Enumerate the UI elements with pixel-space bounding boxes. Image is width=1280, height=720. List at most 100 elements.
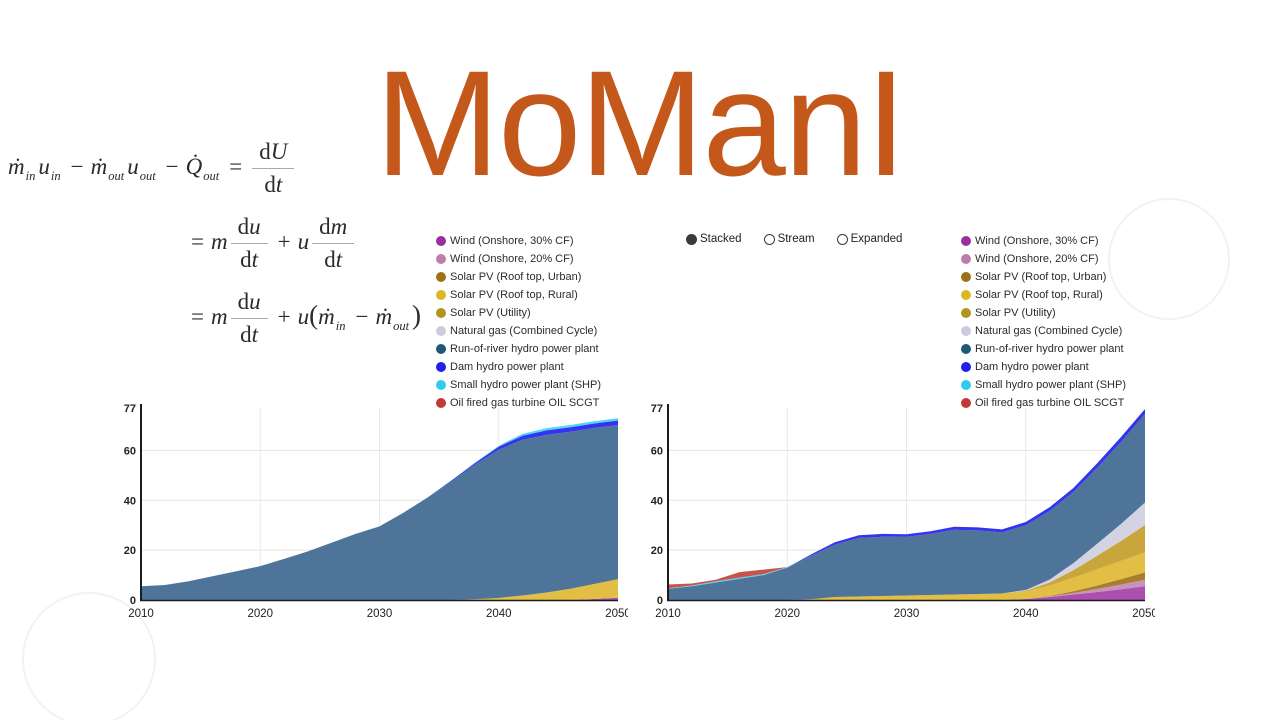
legend-label: Small hydro power plant (SHP) xyxy=(450,379,602,391)
legend-item: Solar PV (Roof top, Urban) xyxy=(961,268,1196,286)
legend-label: Natural gas (Combined Cycle) xyxy=(450,325,598,337)
radio-label: Expanded xyxy=(850,233,903,245)
svg-text:2030: 2030 xyxy=(894,608,920,620)
energy-balance-equations: ṁin uin − ṁout uout − Q̇out = dU dt = m du dt + u dm dt … xyxy=(8,138,421,363)
svg-text:0: 0 xyxy=(130,595,136,607)
decorative-circle xyxy=(22,592,156,720)
equation-line-3: = m du dt + u(ṁin − ṁout) xyxy=(191,288,422,349)
radio-option-stream[interactable]: Stream xyxy=(763,233,815,245)
chart-legend-right: Wind (Onshore, 30% CF) Wind (Onshore, 20%… xyxy=(961,232,1196,412)
legend-label: Dam hydro power plant xyxy=(975,361,1089,373)
chart-legend-left: Wind (Onshore, 30% CF) Wind (Onshore, 20%… xyxy=(436,232,671,412)
svg-text:77: 77 xyxy=(651,403,663,415)
fraction: dU dt xyxy=(252,138,295,199)
svg-text:40: 40 xyxy=(651,495,663,507)
legend-label: Wind (Onshore, 20% CF) xyxy=(975,253,1099,265)
legend-swatch-icon xyxy=(961,326,971,336)
legend-label: Solar PV (Roof top, Rural) xyxy=(450,289,578,301)
legend-label: Solar PV (Roof top, Urban) xyxy=(450,271,582,283)
equation-line-2: = m du dt + u dm dt xyxy=(184,213,421,274)
svg-text:2040: 2040 xyxy=(1013,608,1039,620)
svg-text:2010: 2010 xyxy=(655,608,681,620)
slide-title: MoManI xyxy=(375,39,907,207)
svg-text:2040: 2040 xyxy=(486,608,512,620)
legend-label: Solar PV (Roof top, Urban) xyxy=(975,271,1107,283)
legend-swatch-icon xyxy=(961,272,971,282)
svg-text:2020: 2020 xyxy=(774,608,800,620)
legend-swatch-icon xyxy=(436,254,446,264)
svg-text:2050: 2050 xyxy=(605,608,628,620)
radio-option-expanded[interactable]: Expanded xyxy=(836,233,903,245)
legend-swatch-icon xyxy=(961,308,971,318)
chart-mode-options: Stacked Stream Expanded xyxy=(686,233,902,245)
legend-item: Dam hydro power plant xyxy=(961,358,1196,376)
legend-swatch-icon xyxy=(961,290,971,300)
fraction: dm dt xyxy=(312,213,355,274)
legend-swatch-icon xyxy=(436,326,446,336)
radio-circle-icon[interactable] xyxy=(836,233,848,245)
radio-circle-icon[interactable] xyxy=(763,233,775,245)
legend-label: Wind (Onshore, 20% CF) xyxy=(450,253,574,265)
fraction: du dt xyxy=(230,288,268,349)
legend-swatch-icon xyxy=(436,362,446,372)
radio-option-stacked[interactable]: Stacked xyxy=(686,233,742,245)
svg-text:20: 20 xyxy=(651,545,663,557)
legend-swatch-icon xyxy=(436,398,446,408)
legend-item: Run-of-river hydro power plant xyxy=(961,340,1196,358)
legend-item: Oil fired gas turbine OIL SCGT xyxy=(436,394,671,412)
legend-item: Solar PV (Roof top, Rural) xyxy=(961,286,1196,304)
svg-text:2020: 2020 xyxy=(247,608,273,620)
decorative-circle xyxy=(1108,198,1230,320)
legend-item: Dam hydro power plant xyxy=(436,358,671,376)
charts-strip: 0 20 40 60 77 2010 2020 2030 2040 2050 0 20 40 60 77 2… xyxy=(0,400,1280,630)
legend-item: Solar PV (Utility) xyxy=(961,304,1196,322)
legend-item: Wind (Onshore, 20% CF) xyxy=(436,250,671,268)
legend-item: Solar PV (Roof top, Urban) xyxy=(436,268,671,286)
legend-item: Oil fired gas turbine OIL SCGT xyxy=(961,394,1196,412)
legend-label: Run-of-river hydro power plant xyxy=(975,343,1124,355)
legend-item: Wind (Onshore, 30% CF) xyxy=(961,232,1196,250)
legend-swatch-icon xyxy=(436,380,446,390)
legend-item: Solar PV (Roof top, Rural) xyxy=(436,286,671,304)
svg-text:77: 77 xyxy=(124,403,136,415)
legend-label: Wind (Onshore, 30% CF) xyxy=(450,235,574,247)
legend-swatch-icon xyxy=(961,254,971,264)
legend-swatch-icon xyxy=(436,272,446,282)
radio-label: Stream xyxy=(777,233,815,245)
svg-text:2010: 2010 xyxy=(128,608,154,620)
stacked-area-chart-right: 0 20 40 60 77 2010 2020 2030 2040 2050 xyxy=(635,400,1155,626)
legend-item: Wind (Onshore, 20% CF) xyxy=(961,250,1196,268)
svg-text:2030: 2030 xyxy=(367,608,393,620)
legend-swatch-icon xyxy=(961,236,971,246)
legend-swatch-icon xyxy=(436,290,446,300)
legend-item: Small hydro power plant (SHP) xyxy=(961,376,1196,394)
legend-item: Natural gas (Combined Cycle) xyxy=(961,322,1196,340)
legend-label: Oil fired gas turbine OIL SCGT xyxy=(450,397,600,409)
svg-text:60: 60 xyxy=(651,445,663,457)
legend-item: Natural gas (Combined Cycle) xyxy=(436,322,671,340)
legend-label: Dam hydro power plant xyxy=(450,361,564,373)
legend-label: Small hydro power plant (SHP) xyxy=(975,379,1127,391)
svg-text:20: 20 xyxy=(124,545,136,557)
stacked-area-chart-left: 0 20 40 60 77 2010 2020 2030 2040 2050 xyxy=(108,400,628,626)
legend-item: Run-of-river hydro power plant xyxy=(436,340,671,358)
legend-swatch-icon xyxy=(961,362,971,372)
legend-item: Small hydro power plant (SHP) xyxy=(436,376,671,394)
legend-label: Natural gas (Combined Cycle) xyxy=(975,325,1123,337)
radio-circle-icon[interactable] xyxy=(686,233,697,245)
legend-swatch-icon xyxy=(961,380,971,390)
radio-label: Stacked xyxy=(700,233,742,245)
legend-label: Wind (Onshore, 30% CF) xyxy=(975,235,1099,247)
svg-text:0: 0 xyxy=(657,595,663,607)
svg-text:2050: 2050 xyxy=(1132,608,1155,620)
equation-line-1: ṁin uin − ṁout uout − Q̇out = dU dt xyxy=(8,138,421,199)
svg-text:60: 60 xyxy=(124,445,136,457)
fraction: du dt xyxy=(230,213,268,274)
legend-label: Solar PV (Utility) xyxy=(975,307,1056,319)
legend-swatch-icon xyxy=(961,398,971,408)
